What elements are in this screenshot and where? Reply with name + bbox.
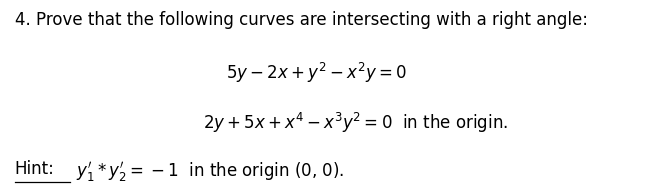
Text: 4. Prove that the following curves are intersecting with a right angle:: 4. Prove that the following curves are i…	[15, 11, 587, 29]
Text: $y_{1}^{\prime}*y_{2}^{\prime}=-1$  in the origin (0, 0).: $y_{1}^{\prime}*y_{2}^{\prime}=-1$ in th…	[76, 160, 345, 184]
Text: $5y-2x+y^{2}-x^{2}y=0$: $5y-2x+y^{2}-x^{2}y=0$	[226, 61, 407, 85]
Text: $2y+5x+x^{4}-x^{3}y^{2}=0$  in the origin.: $2y+5x+x^{4}-x^{3}y^{2}=0$ in the origin…	[203, 111, 508, 135]
Text: Hint:: Hint:	[15, 160, 54, 178]
